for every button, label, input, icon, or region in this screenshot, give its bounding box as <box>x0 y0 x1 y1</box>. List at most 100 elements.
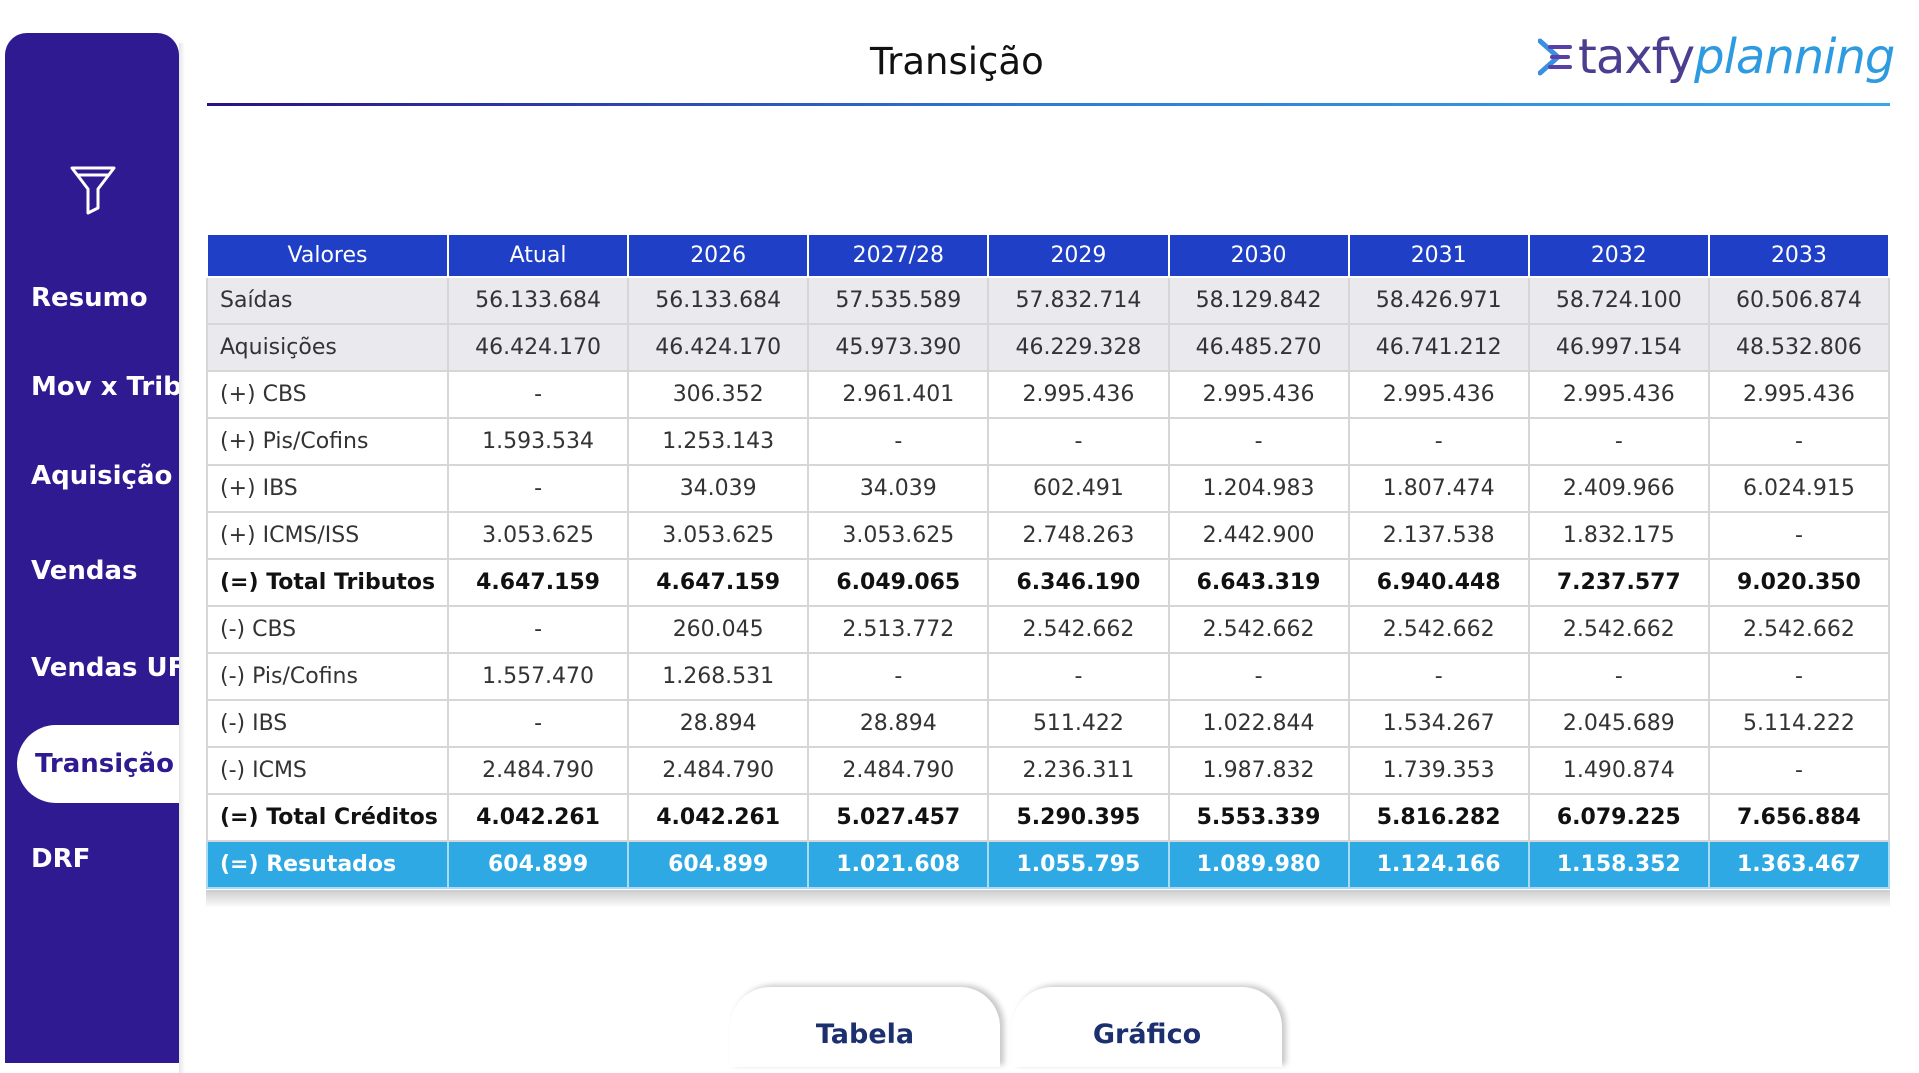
table-cell: 1.593.534 <box>446 417 630 466</box>
table-cell: 1.739.353 <box>1347 746 1530 795</box>
table-cell: 60.506.874 <box>1707 276 1891 325</box>
table-cell: 1.021.608 <box>807 840 990 889</box>
table-cell: 1.124.166 <box>1347 840 1530 889</box>
tab-grafico[interactable]: Gráfico <box>1012 987 1282 1067</box>
table-cell: 4.647.159 <box>446 558 630 607</box>
table-cell: 46.424.170 <box>627 323 810 372</box>
sidebar-item-drf[interactable]: DRF <box>31 844 91 874</box>
table-row: (+) Pis/Cofins 1.593.534 1.253.143- - - - - - <box>206 417 1891 466</box>
table-cell: - <box>1347 417 1530 466</box>
row-label: (+) Pis/Cofins <box>206 417 449 466</box>
table-cell: 602.491 <box>987 464 1170 513</box>
column-header[interactable]: 2030 <box>1167 233 1350 278</box>
sidebar: Resumo Mov x Trib Aquisição Vendas Venda… <box>5 33 195 1073</box>
table-cell: 9.020.350 <box>1707 558 1891 607</box>
table-cell: 2.442.900 <box>1167 511 1350 560</box>
column-header[interactable]: 2033 <box>1707 233 1891 278</box>
row-label: (=) Resutados <box>206 840 449 889</box>
row-label: (-) CBS <box>206 605 449 654</box>
table-cell: - <box>987 652 1170 701</box>
table-cell: - <box>1707 417 1891 466</box>
table-cell: 1.987.832 <box>1167 746 1350 795</box>
table-cell: - <box>446 699 630 748</box>
table-cell: 4.042.261 <box>627 793 810 842</box>
table-cell: 28.894 <box>627 699 810 748</box>
column-header[interactable]: Atual <box>446 233 630 278</box>
column-header[interactable]: 2026 <box>627 233 810 278</box>
table-cell: 3.053.625 <box>807 511 990 560</box>
table-cell: 6.643.319 <box>1167 558 1350 607</box>
table-cell: 56.133.684 <box>627 276 810 325</box>
logo-text-planning: planning <box>1694 29 1895 85</box>
column-header[interactable]: 2027/28 <box>807 233 990 278</box>
table-cell: - <box>987 417 1170 466</box>
table-cell: 6.079.225 <box>1527 793 1710 842</box>
column-header[interactable]: 2032 <box>1527 233 1710 278</box>
tab-tabela[interactable]: Tabela <box>730 987 1000 1067</box>
table-cell: 2.236.311 <box>987 746 1170 795</box>
filter-icon[interactable] <box>69 164 117 216</box>
table-cell: 2.961.401 <box>807 370 990 419</box>
table-cell: 1.253.143 <box>627 417 810 466</box>
row-label: (=) Total Tributos <box>206 558 449 607</box>
table-cell: 2.995.436 <box>987 370 1170 419</box>
table-cell: 604.899 <box>446 840 630 889</box>
sidebar-item-resumo[interactable]: Resumo <box>31 283 148 313</box>
table-body: Saídas 56.133.684 56.133.684 57.535.589 57.8… <box>206 276 1891 889</box>
table-cell: 2.995.436 <box>1167 370 1350 419</box>
column-header[interactable]: Valores <box>206 233 449 278</box>
table-cell: - <box>1167 652 1350 701</box>
table-cell: - <box>807 417 990 466</box>
table-cell: 2.995.436 <box>1347 370 1530 419</box>
logo-text: taxfyplanning <box>1578 29 1895 85</box>
table-cell: 6.940.448 <box>1347 558 1530 607</box>
table-cell: 2.995.436 <box>1527 370 1710 419</box>
table-cell: 2.542.662 <box>987 605 1170 654</box>
table-cell: 2.513.772 <box>807 605 990 654</box>
table-cell: 3.053.625 <box>627 511 810 560</box>
table-cell: 3.053.625 <box>446 511 630 560</box>
table-row: (+) IBS -34.039 34.039 602.491 1.204.983 1.80… <box>206 464 1891 513</box>
logo: taxfyplanning <box>1538 27 1895 87</box>
table-cell: 260.045 <box>627 605 810 654</box>
table-cell: 2.409.966 <box>1527 464 1710 513</box>
row-label: (-) ICMS <box>206 746 449 795</box>
table-cell: 5.553.339 <box>1167 793 1350 842</box>
table-row: (=) Total Tributos 4.647.159 4.647.159 6.04… <box>206 558 1891 607</box>
table-cell: - <box>1527 417 1710 466</box>
table-cell: 46.997.154 <box>1527 323 1710 372</box>
table-cell: 1.557.470 <box>446 652 630 701</box>
table-cell: 45.973.390 <box>807 323 990 372</box>
table-cell: 5.816.282 <box>1347 793 1530 842</box>
table-row: (-) CBS -260.045 2.513.772 2.542.662 2.542.6… <box>206 605 1891 654</box>
table-cell: 2.484.790 <box>446 746 630 795</box>
row-label: (=) Total Créditos <box>206 793 449 842</box>
table-cell: 7.656.884 <box>1707 793 1891 842</box>
table-cell: - <box>1707 652 1891 701</box>
sidebar-item-vendas-uf[interactable]: Vendas UF <box>31 653 186 683</box>
table-cell: 7.237.577 <box>1527 558 1710 607</box>
sidebar-item-aquisicao[interactable]: Aquisição <box>31 461 173 491</box>
header-divider <box>207 103 1890 106</box>
table-cell: 58.129.842 <box>1167 276 1350 325</box>
row-label: (+) IBS <box>206 464 449 513</box>
column-header[interactable]: 2031 <box>1347 233 1530 278</box>
table-cell: 46.485.270 <box>1167 323 1350 372</box>
table-cell: 1.268.531 <box>627 652 810 701</box>
table-cell: 1.204.983 <box>1167 464 1350 513</box>
table-cell: - <box>446 605 630 654</box>
sidebar-item-mov-x-trib[interactable]: Mov x Trib <box>31 372 182 402</box>
table-cell: 1.022.844 <box>1167 699 1350 748</box>
table-cell: 58.724.100 <box>1527 276 1710 325</box>
table-cell: 306.352 <box>627 370 810 419</box>
column-header[interactable]: 2029 <box>987 233 1170 278</box>
sidebar-item-transicao[interactable]: Transição <box>17 725 195 803</box>
sidebar-item-vendas[interactable]: Vendas <box>31 556 138 586</box>
table-cell: 57.535.589 <box>807 276 990 325</box>
table-cell: 1.832.175 <box>1527 511 1710 560</box>
table-cell: - <box>446 464 630 513</box>
table-cell: 2.137.538 <box>1347 511 1530 560</box>
table-cell: 6.049.065 <box>807 558 990 607</box>
table-cell: 34.039 <box>807 464 990 513</box>
table-cell: - <box>1527 652 1710 701</box>
